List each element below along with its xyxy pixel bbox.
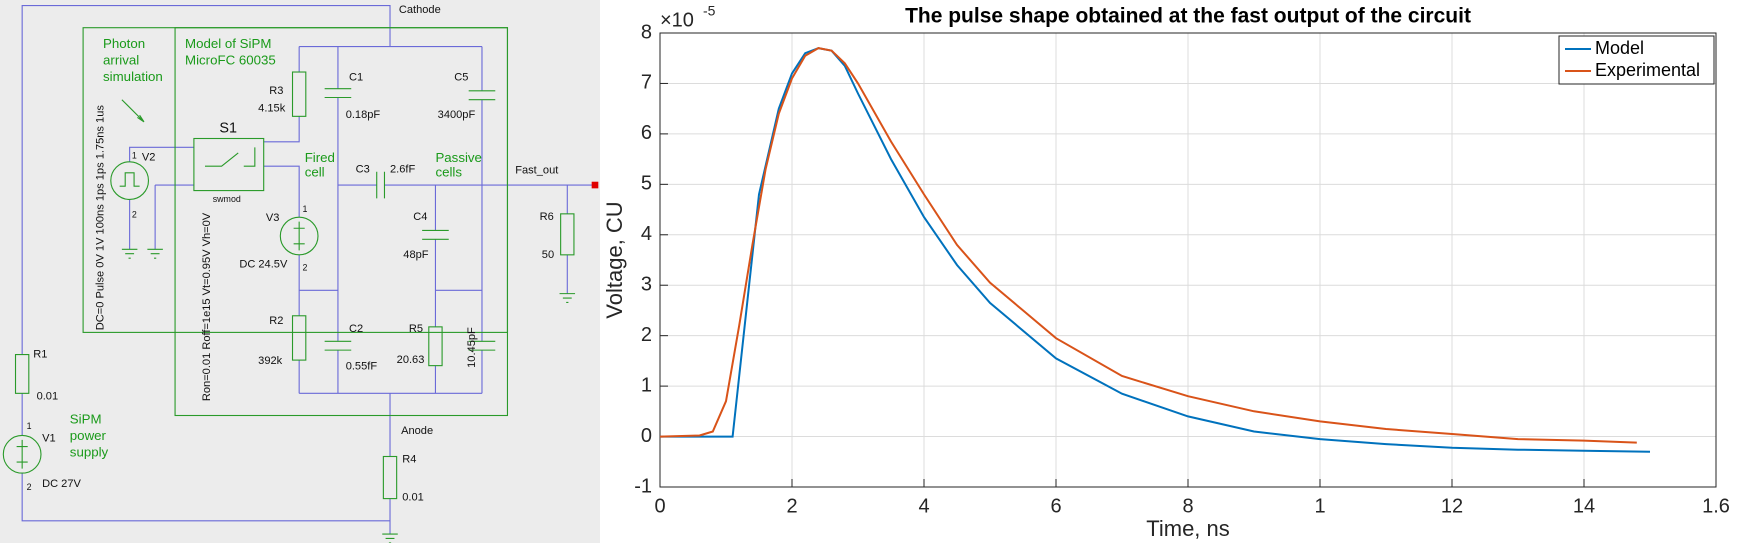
component-label: swmod: [213, 194, 241, 204]
y-tick-label: 1: [641, 374, 652, 396]
rotated-label: 10.45pF: [466, 327, 478, 368]
component-label: 392k: [258, 355, 282, 367]
component-label: arrival: [103, 52, 139, 67]
rotated-label: DC=0 Pulse 0V 1V 100ns 1ps 1ps 1.75ns 1u…: [95, 105, 107, 331]
y-tick-label: 6: [641, 122, 652, 144]
component-label: S1: [219, 120, 237, 136]
component-label: 0.18pF: [346, 109, 381, 121]
x-tick-label: 1.6: [1702, 495, 1730, 517]
component-label: Model of SiPM: [185, 36, 271, 51]
x-tick-label: 0: [654, 495, 665, 517]
component-label: 50: [542, 249, 554, 261]
component-label: 20.63: [397, 354, 425, 366]
wires: [21, 4, 595, 535]
component-label: SiPM: [70, 411, 102, 426]
component-label: R5: [409, 323, 423, 335]
y-multiplier-exponent: -5: [703, 3, 716, 19]
component-label: 3400pF: [438, 109, 476, 121]
x-axis-label: Time, ns: [1146, 516, 1230, 541]
y-multiplier: ×10: [660, 9, 694, 31]
component-label: 2: [132, 209, 137, 219]
component-label: 2.6fF: [390, 163, 415, 175]
legend-box: [1558, 35, 1715, 85]
x-tick-label: 2: [786, 495, 797, 517]
component-label: 0.01: [37, 391, 59, 403]
component-label: V3: [266, 212, 280, 224]
component-label: 4.15k: [258, 103, 286, 115]
component-label: V1: [42, 433, 56, 445]
x-tick-label: 6: [1050, 495, 1061, 517]
component-label: R1: [33, 348, 47, 360]
series-line: [660, 47, 1651, 453]
component-label: 1: [27, 421, 32, 431]
diagram-background: [0, 0, 600, 543]
axes-box: [659, 32, 1717, 488]
y-tick-label: 2: [641, 324, 652, 346]
component-label: 48pF: [403, 249, 428, 261]
component-label: C2: [349, 323, 363, 335]
chart: 0 2 4 6 8 1 12 14 1.6-1012345678ModelExperimenta…: [602, 3, 1730, 541]
x-tick-label: 12: [1441, 495, 1463, 517]
series-line: [659, 47, 1637, 444]
component-label: Photon: [103, 36, 145, 51]
y-axis-label: Voltage, CU: [602, 201, 627, 318]
y-tick-label: 7: [641, 72, 652, 94]
component-label: cells: [435, 164, 462, 179]
component-label: C5: [454, 71, 468, 83]
component-label: 1: [302, 204, 307, 214]
component-label: 2: [27, 482, 32, 492]
component-label: Anode: [401, 425, 433, 437]
component-label: C1: [349, 71, 363, 83]
component-label: DC 24.5V: [239, 259, 288, 271]
component-label: R4: [402, 454, 416, 466]
legend-label: Experimental: [1595, 60, 1700, 80]
y-tick-label: 4: [641, 223, 652, 245]
x-tick-label: 14: [1573, 495, 1595, 517]
chart-title: The pulse shape obtained at the fast out…: [905, 5, 1471, 28]
x-tick-label: 1: [1314, 495, 1325, 517]
component-label: C4: [413, 211, 427, 223]
component-label: cell: [305, 164, 325, 179]
y-tick-label: -1: [634, 475, 652, 497]
component-label: 0.01: [402, 491, 424, 503]
y-tick-label: 8: [641, 21, 652, 43]
component-label: C3: [356, 163, 370, 175]
component-label: Passive: [435, 150, 482, 165]
component-label: R6: [540, 211, 554, 223]
component-label: Fast_out: [515, 165, 558, 177]
rotated-label: Ron=0.01 Roff=1e15 Vt=0.95V Vh=0V: [201, 212, 213, 401]
component-label: power: [70, 428, 107, 443]
x-tick-label: 4: [918, 495, 929, 517]
component-label: 1: [132, 151, 137, 161]
y-tick-label: 0: [641, 425, 652, 447]
component-label: Fired: [305, 150, 335, 165]
x-tick-label: 8: [1182, 495, 1193, 517]
component-label: DC 27V: [42, 478, 81, 490]
component-label: R3: [269, 85, 283, 97]
component-label: MicroFC 60035: [185, 52, 276, 67]
y-tick-label: 5: [641, 173, 652, 195]
legend-label: Model: [1595, 38, 1644, 58]
component-label: V2: [142, 151, 156, 163]
y-tick-label: 3: [641, 274, 652, 296]
component-label: R2: [269, 315, 283, 327]
component-label: simulation: [103, 69, 163, 84]
component-label: supply: [70, 445, 109, 460]
component-label: 0.55fF: [346, 361, 378, 373]
component-label: 2: [302, 262, 307, 272]
component-label: Cathode: [399, 4, 441, 16]
